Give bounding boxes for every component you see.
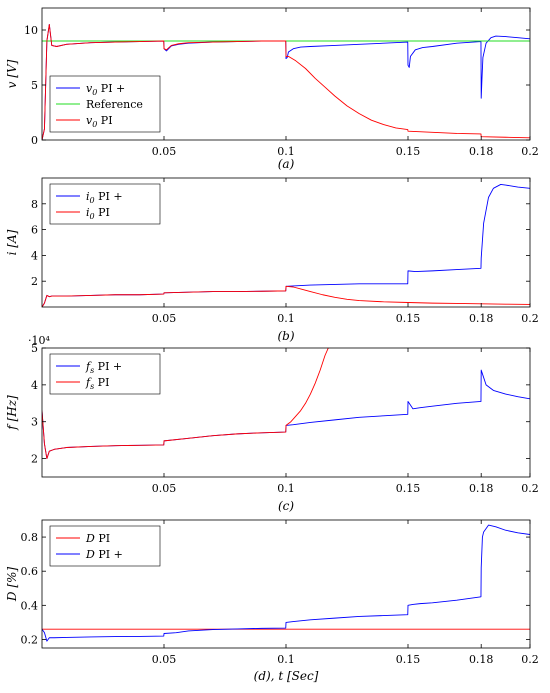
x-tick-label: 0.15 [396,482,421,495]
x-tick-label: 0.2 [521,653,539,666]
x-tick-label: 0.05 [152,145,177,158]
y-tick-label: 4 [31,249,38,262]
x-tick-label: 0.05 [152,653,177,666]
y-tick-label: 5 [31,342,38,355]
x-tick-label: 0.18 [469,653,494,666]
legend-box [49,525,161,567]
y-tick-label: 0.8 [21,531,39,544]
panel-caption: (b) [277,329,294,343]
y-tick-label: 10 [24,24,38,37]
x-tick-label: 0.15 [396,312,421,325]
y-tick-label: 0.4 [21,599,39,612]
y-tick-label: 4 [31,379,38,392]
legend-entry-1: fs PI [85,376,109,391]
axis-multiplier: ·10⁴ [28,334,50,347]
legend-box [49,183,161,225]
y-tick-label: 0.2 [21,633,39,646]
legend-entry-2: v0 PI [86,114,113,129]
x-tick-label: 0.1 [277,482,295,495]
x-tick-label: 0.1 [277,653,295,666]
panel-c: 0.05 0.1 0.15 0.18 0.2 2 3 4 5·10⁴ f [Hz] (c) fs PI… [5,334,539,513]
panel-a: 0.05 0.1 0.15 0.18 0.2 0 5 10 v [V] (a) v0 PI +Ref… [5,7,539,171]
y-tick-label: 0 [31,134,38,147]
y-axis-label: f [Hz] [5,395,19,431]
x-tick-label: 0.05 [152,482,177,495]
x-tick-label: 0.2 [521,312,539,325]
x-tick-label: 0.1 [277,312,295,325]
y-axis-label: v [V] [5,59,19,88]
panel-b: 0.05 0.1 0.15 0.18 0.2 2 4 6 8 i [A] (b) i0 PI +i0 … [5,177,539,343]
series-line-c-1 [42,348,329,460]
series-line-b-1 [42,285,530,307]
y-tick-label: 6 [31,224,38,237]
panel-caption: (d), t [Sec] [254,669,319,683]
x-tick-label: 0.2 [521,482,539,495]
legend-entry-1: D PI + [85,548,123,561]
x-tick-label: 0.15 [396,145,421,158]
legend-entry-1: Reference [86,98,143,111]
legend: i0 PI +i0 PI [49,183,161,225]
legend: fs PI +fs PI [49,353,161,395]
x-tick-label: 0.05 [152,312,177,325]
legend-entry-0: D PI [85,532,110,545]
y-tick-label: 2 [31,275,38,288]
legend-entry-0: v0 PI + [86,82,125,97]
x-tick-label: 0.18 [469,312,494,325]
series-line-a-2 [42,24,530,140]
y-axis-label: D [%] [5,567,19,603]
x-tick-label: 0.18 [469,482,494,495]
panel-caption: (c) [278,499,294,513]
x-tick-label: 0.15 [396,653,421,666]
panel-caption: (a) [278,157,295,171]
y-tick-label: 3 [31,416,38,429]
legend: D PI D PI + [49,525,161,567]
y-tick-label: 2 [31,453,38,466]
legend-entry-0: fs PI + [85,360,122,375]
legend: v0 PI +Reference v0 PI [49,75,161,133]
panel-d: 0.05 0.1 0.15 0.18 0.2 0.2 0.4 0.6 0.8 D [%] (d), … [5,519,539,683]
y-tick-label: 8 [31,198,38,211]
legend-box [49,353,161,395]
x-tick-label: 0.2 [521,145,539,158]
y-tick-label: 5 [31,79,38,92]
series-line-d-1 [42,524,530,642]
x-tick-label: 0.18 [469,145,494,158]
x-tick-label: 0.1 [277,145,295,158]
legend-entry-1: i0 PI [86,206,110,221]
y-axis-label: i [A] [5,229,19,255]
y-tick-label: 0.6 [21,565,39,578]
legend-entry-0: i0 PI + [86,190,123,205]
